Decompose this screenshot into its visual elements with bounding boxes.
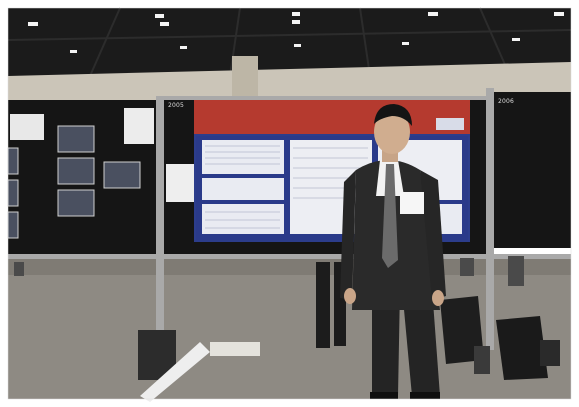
board-poles <box>8 88 571 354</box>
background-people-far <box>14 256 524 286</box>
left-board-papers <box>7 108 154 239</box>
ceiling-lights <box>28 12 564 53</box>
center-board-number: 2005 <box>168 102 185 109</box>
right-board-number: 2006 <box>498 98 515 105</box>
center-board-note <box>166 164 194 202</box>
right-display-board <box>492 92 571 248</box>
photo-border <box>7 7 572 400</box>
presenter <box>340 104 446 399</box>
floor-items <box>138 296 560 402</box>
wall-pillar <box>232 56 258 100</box>
